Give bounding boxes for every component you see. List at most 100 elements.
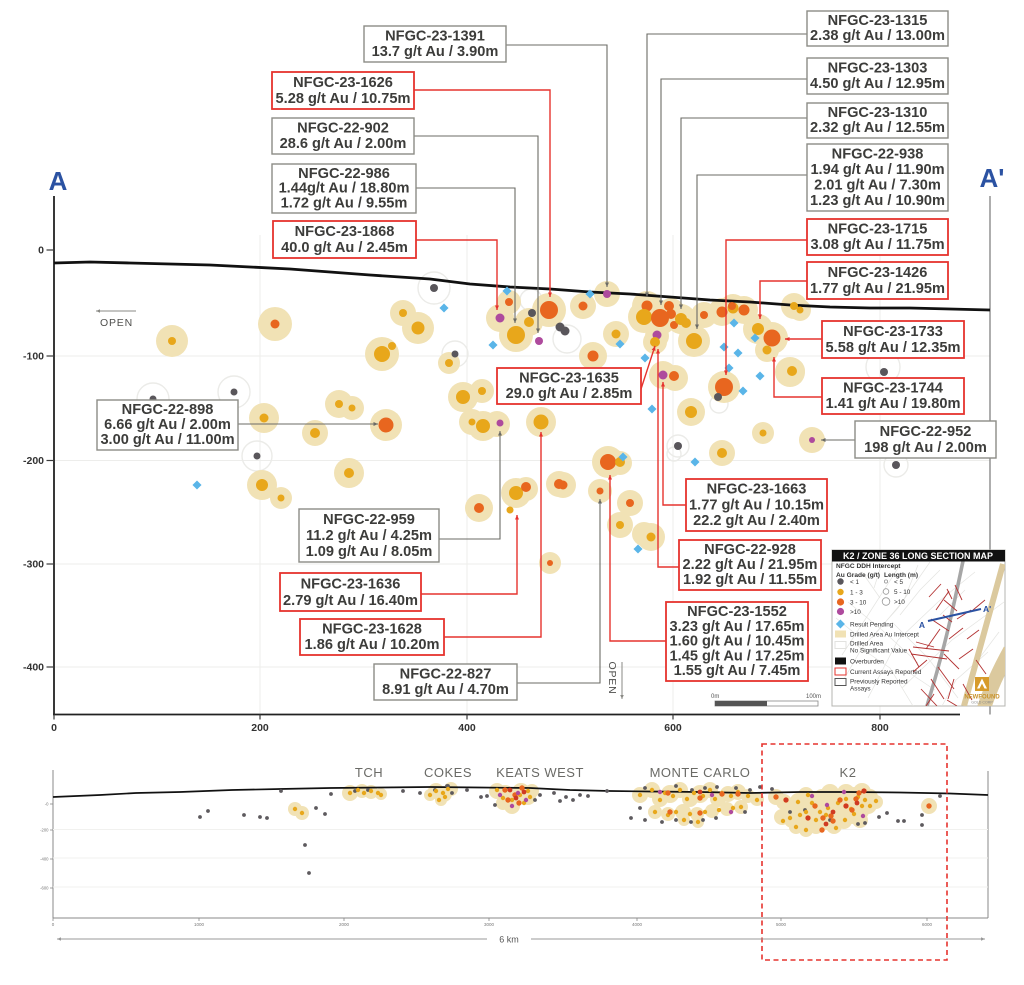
svg-text:1.94 g/t Au / 11.90m: 1.94 g/t Au / 11.90m bbox=[810, 162, 944, 178]
svg-text:2000: 2000 bbox=[339, 922, 350, 927]
svg-text:NFGC-22-986: NFGC-22-986 bbox=[298, 166, 390, 182]
svg-text:Result Pending: Result Pending bbox=[850, 621, 894, 628]
svg-text:K2: K2 bbox=[840, 765, 857, 780]
svg-text:NFGC-23-1635: NFGC-23-1635 bbox=[519, 371, 619, 387]
svg-text:NFGC-22-827: NFGC-22-827 bbox=[400, 667, 492, 683]
svg-text:4.50 g/t Au / 12.95m: 4.50 g/t Au / 12.95m bbox=[810, 76, 945, 92]
svg-text:1.23 g/t Au / 10.90m: 1.23 g/t Au / 10.90m bbox=[810, 193, 945, 209]
svg-text:0m: 0m bbox=[711, 694, 719, 700]
svg-text:-400: -400 bbox=[23, 662, 44, 674]
svg-text:NFGC-23-1310: NFGC-23-1310 bbox=[828, 105, 928, 121]
svg-text:1.44g/t Au / 18.80m: 1.44g/t Au / 18.80m bbox=[279, 181, 410, 197]
svg-text:1000: 1000 bbox=[194, 922, 205, 927]
svg-text:2.38 g/t Au / 13.00m: 2.38 g/t Au / 13.00m bbox=[810, 28, 945, 44]
svg-text:NFGC-22-898: NFGC-22-898 bbox=[122, 402, 214, 418]
svg-text:3000: 3000 bbox=[484, 922, 495, 927]
svg-text:NFGC-22-938: NFGC-22-938 bbox=[832, 147, 924, 163]
svg-text:A': A' bbox=[980, 163, 1005, 193]
svg-text:A: A bbox=[919, 620, 925, 630]
svg-text:>10: >10 bbox=[894, 599, 905, 606]
svg-text:OPEN: OPEN bbox=[606, 662, 618, 695]
svg-text:-100: -100 bbox=[23, 351, 44, 363]
svg-text:8.91 g/t Au / 4.70m: 8.91 g/t Au / 4.70m bbox=[382, 682, 509, 698]
svg-text:NFGC-23-1636: NFGC-23-1636 bbox=[301, 576, 401, 592]
svg-text:NFGC-23-1315: NFGC-23-1315 bbox=[828, 13, 928, 29]
svg-text:1.92 g/t Au / 11.55m: 1.92 g/t Au / 11.55m bbox=[683, 572, 817, 588]
svg-text:100m: 100m bbox=[806, 694, 821, 700]
svg-text:0: 0 bbox=[38, 245, 44, 257]
svg-text:2.01 g/t Au / 7.30m: 2.01 g/t Au / 7.30m bbox=[814, 178, 941, 194]
svg-text:3.00 g/t Au / 11.00m: 3.00 g/t Au / 11.00m bbox=[100, 432, 234, 448]
svg-text:5.28 g/t Au / 10.75m: 5.28 g/t Au / 10.75m bbox=[276, 91, 411, 107]
svg-text:< 1: < 1 bbox=[850, 579, 860, 586]
svg-text:NFGC-23-1303: NFGC-23-1303 bbox=[828, 61, 928, 77]
svg-text:200: 200 bbox=[251, 722, 269, 734]
svg-text:2.32 g/t Au / 12.55m: 2.32 g/t Au / 12.55m bbox=[810, 120, 945, 136]
svg-text:3.23 g/t Au / 17.65m: 3.23 g/t Au / 17.65m bbox=[670, 619, 805, 635]
svg-text:6 km: 6 km bbox=[499, 935, 519, 945]
svg-text:NFGC-23-1552: NFGC-23-1552 bbox=[687, 604, 787, 620]
svg-text:198 g/t Au / 2.00m: 198 g/t Au / 2.00m bbox=[864, 440, 987, 456]
svg-text:NFGC-23-1868: NFGC-23-1868 bbox=[295, 224, 395, 240]
svg-text:NFGC-23-1663: NFGC-23-1663 bbox=[707, 482, 807, 498]
svg-text:400: 400 bbox=[458, 722, 476, 734]
svg-text:1.72 g/t Au / 9.55m: 1.72 g/t Au / 9.55m bbox=[281, 195, 408, 211]
svg-text:1.41 g/t Au / 19.80m: 1.41 g/t Au / 19.80m bbox=[826, 396, 961, 412]
svg-text:GOLD CORP: GOLD CORP bbox=[971, 701, 993, 705]
svg-text:Assays: Assays bbox=[850, 685, 871, 692]
svg-text:NFGC-23-1744: NFGC-23-1744 bbox=[843, 381, 944, 397]
svg-text:1.77 g/t Au / 21.95m: 1.77 g/t Au / 21.95m bbox=[810, 281, 945, 297]
svg-text:-400: -400 bbox=[40, 857, 49, 862]
svg-text:1.09 g/t Au / 8.05m: 1.09 g/t Au / 8.05m bbox=[306, 544, 433, 560]
svg-text:A: A bbox=[49, 166, 68, 196]
svg-text:NFGC-23-1426: NFGC-23-1426 bbox=[828, 265, 928, 281]
svg-text:NFGC-23-1391: NFGC-23-1391 bbox=[385, 29, 485, 45]
svg-text:K2 / ZONE 36 LONG SECTION MAP: K2 / ZONE 36 LONG SECTION MAP bbox=[843, 551, 993, 561]
svg-text:11.2 g/t Au / 4.25m: 11.2 g/t Au / 4.25m bbox=[306, 528, 432, 544]
svg-text:0: 0 bbox=[52, 922, 55, 927]
svg-text:13.7 g/t Au / 3.90m: 13.7 g/t Au / 3.90m bbox=[372, 44, 499, 60]
svg-text:A': A' bbox=[983, 604, 991, 614]
svg-text:-200: -200 bbox=[40, 828, 49, 833]
svg-text:1.55 g/t Au / 7.45m: 1.55 g/t Au / 7.45m bbox=[674, 663, 801, 679]
svg-text:0: 0 bbox=[51, 722, 57, 734]
svg-text:3.08 g/t Au / 11.75m: 3.08 g/t Au / 11.75m bbox=[810, 237, 944, 253]
svg-text:NFGC-23-1733: NFGC-23-1733 bbox=[843, 324, 943, 340]
svg-text:6.66 g/t Au / 2.00m: 6.66 g/t Au / 2.00m bbox=[104, 417, 231, 433]
svg-text:29.0 g/t Au / 2.85m: 29.0 g/t Au / 2.85m bbox=[506, 386, 633, 402]
svg-text:NFGC-22-928: NFGC-22-928 bbox=[704, 542, 796, 558]
svg-text:5 - 10: 5 - 10 bbox=[894, 589, 911, 596]
svg-text:NFGC-22-959: NFGC-22-959 bbox=[323, 512, 415, 528]
svg-text:NFGC-22-952: NFGC-22-952 bbox=[880, 424, 972, 440]
svg-text:Drilled Area Au Intercept: Drilled Area Au Intercept bbox=[850, 632, 919, 639]
svg-text:5.58 g/t Au / 12.35m: 5.58 g/t Au / 12.35m bbox=[826, 340, 961, 356]
svg-text:No Significant Value: No Significant Value bbox=[850, 648, 908, 655]
svg-text:MONTE CARLO: MONTE CARLO bbox=[650, 765, 751, 780]
svg-text:TCH: TCH bbox=[355, 765, 383, 780]
svg-text:1.77 g/t Au / 10.15m: 1.77 g/t Au / 10.15m bbox=[689, 497, 824, 513]
svg-text:1.60 g/t Au / 10.45m: 1.60 g/t Au / 10.45m bbox=[670, 634, 805, 650]
svg-text:NFGC-23-1628: NFGC-23-1628 bbox=[322, 622, 422, 638]
svg-text:NFGC-23-1715: NFGC-23-1715 bbox=[828, 222, 928, 238]
svg-text:6000: 6000 bbox=[922, 922, 933, 927]
svg-text:NEWFOUND: NEWFOUND bbox=[964, 695, 1000, 701]
svg-text:Drilled Area: Drilled Area bbox=[850, 641, 883, 648]
svg-text:Length (m): Length (m) bbox=[884, 572, 918, 579]
svg-text:40.0 g/t Au / 2.45m: 40.0 g/t Au / 2.45m bbox=[281, 240, 408, 256]
svg-text:800: 800 bbox=[871, 722, 889, 734]
svg-text:Previously Reported: Previously Reported bbox=[850, 678, 908, 685]
svg-text:COKES: COKES bbox=[424, 765, 472, 780]
svg-text:5000: 5000 bbox=[776, 922, 787, 927]
svg-text:4000: 4000 bbox=[632, 922, 643, 927]
svg-text:2.79 g/t Au / 16.40m: 2.79 g/t Au / 16.40m bbox=[283, 593, 418, 609]
svg-text:NFGC DDH Intercept: NFGC DDH Intercept bbox=[836, 563, 901, 570]
svg-text:OPEN: OPEN bbox=[100, 317, 133, 329]
svg-text:Overburden: Overburden bbox=[850, 659, 884, 666]
svg-text:-600: -600 bbox=[40, 886, 49, 891]
svg-text:>10: >10 bbox=[850, 609, 861, 616]
svg-text:600: 600 bbox=[664, 722, 682, 734]
svg-text:-200: -200 bbox=[23, 455, 44, 467]
svg-text:22.2 g/t Au / 2.40m: 22.2 g/t Au / 2.40m bbox=[693, 513, 820, 529]
svg-text:Au Grade (g/t): Au Grade (g/t) bbox=[836, 572, 880, 579]
svg-text:1.45 g/t Au / 17.25m: 1.45 g/t Au / 17.25m bbox=[670, 648, 805, 664]
